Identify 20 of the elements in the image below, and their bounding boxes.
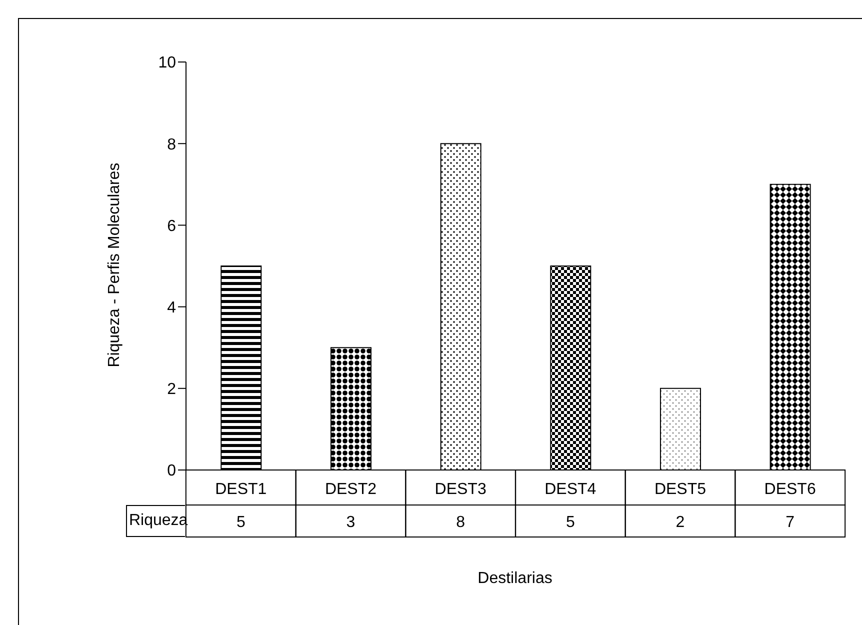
x-tick-label: DEST1 <box>215 481 267 498</box>
y-tick-label: 2 <box>167 381 176 398</box>
y-tick-label: 6 <box>167 218 176 235</box>
data-label: 3 <box>346 514 356 531</box>
y-tick-label: 10 <box>158 54 176 72</box>
data-label: 8 <box>456 514 466 531</box>
data-label: 2 <box>676 514 685 531</box>
x-tick-label: DEST2 <box>324 481 377 498</box>
x-tick-label: DEST5 <box>654 481 706 498</box>
x-tick-label: DEST4 <box>544 481 596 498</box>
data-label: 5 <box>236 514 246 531</box>
y-tick-label: 0 <box>167 462 176 480</box>
x-tick-label: DEST3 <box>434 481 486 498</box>
y-tick-label: 8 <box>167 136 176 154</box>
y-axis-title: Riqueza - Perfis Moleculares <box>106 162 124 370</box>
x-tick-label: DEST6 <box>764 481 816 498</box>
y-tick-label: 4 <box>167 299 176 316</box>
data-label: 7 <box>786 514 795 531</box>
data-label: 5 <box>566 514 575 531</box>
x-axis-title: Destilarias <box>476 570 554 588</box>
